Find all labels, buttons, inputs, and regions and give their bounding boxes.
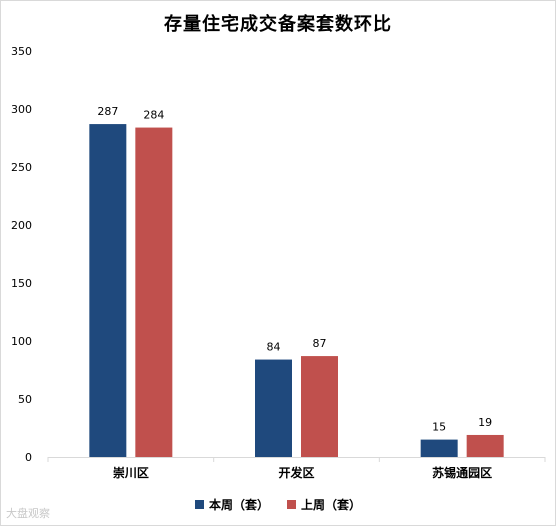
legend-item-this-week: 本周（套）	[194, 496, 269, 513]
legend-label-last-week: 上周（套）	[301, 498, 362, 512]
legend-swatch-last-week	[287, 500, 296, 509]
y-tick-label: 50	[18, 393, 32, 406]
data-label: 287	[97, 105, 118, 118]
data-label: 87	[313, 337, 327, 350]
bar-0-0	[89, 124, 127, 457]
bar-1-1	[301, 356, 338, 457]
y-tick-label: 200	[11, 219, 32, 232]
legend-swatch-this-week	[194, 500, 204, 509]
x-tick-label: 开发区	[278, 465, 314, 480]
bar-1-0	[135, 127, 173, 457]
y-tick-label: 300	[11, 103, 32, 116]
legend: 本周（套） 上周（套）	[0, 496, 556, 513]
legend-label-this-week: 本周（套）	[208, 498, 269, 512]
data-label: 84	[267, 341, 281, 354]
bar-0-1	[255, 359, 292, 457]
y-tick-label: 150	[11, 277, 32, 290]
data-label: 19	[478, 416, 492, 429]
data-label: 284	[143, 109, 164, 122]
x-tick-label: 苏锡通园区	[432, 465, 492, 480]
bar-0-2	[420, 439, 458, 457]
y-tick-label: 0	[25, 451, 32, 464]
y-tick-label: 350	[11, 45, 32, 58]
legend-item-last-week: 上周（套）	[287, 496, 361, 513]
bar-1-2	[466, 434, 504, 457]
y-tick-label: 100	[11, 335, 32, 348]
x-tick-label: 崇川区	[113, 465, 149, 480]
data-label: 15	[432, 421, 446, 434]
watermark: 大盘观察	[6, 507, 50, 520]
chart-title: 存量住宅成交备案套数环比	[164, 14, 392, 35]
y-tick-label: 250	[11, 161, 32, 174]
